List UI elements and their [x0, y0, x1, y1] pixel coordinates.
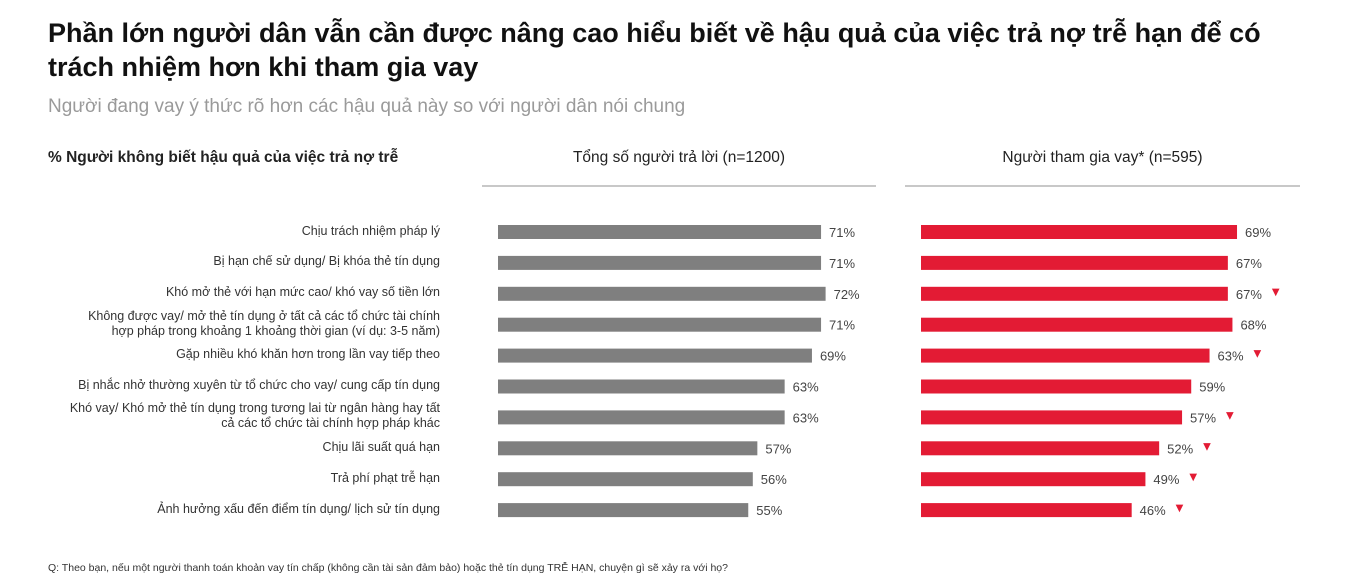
- series1-header-rule: [482, 185, 876, 187]
- series2-value-label: 49%: [1153, 472, 1179, 487]
- series2-column-header: Người tham gia vay* (n=595): [1002, 149, 1203, 166]
- series2-value-label: 68%: [1240, 318, 1266, 333]
- series2-value-label: 67%: [1236, 287, 1262, 302]
- series2-bar: [921, 379, 1192, 394]
- series2-bar: [921, 255, 1228, 270]
- series1-value-label: 55%: [756, 503, 782, 518]
- series2-value-label: 57%: [1190, 410, 1216, 425]
- series2-bar: [921, 503, 1132, 518]
- series1-bar: [498, 286, 826, 301]
- series1-value-label: 69%: [820, 349, 846, 364]
- series1-bar: [498, 255, 822, 270]
- category-label: Khó mở thẻ với hạn mức cao/ khó vay số t…: [0, 285, 440, 300]
- series1-bar: [498, 503, 749, 518]
- series1-bar: [498, 472, 753, 487]
- category-label-line: Trả phí phạt trễ hạn: [330, 470, 440, 485]
- series2-header-rule: [905, 185, 1300, 187]
- category-column-header: % Người không biết hậu quả của việc trả …: [48, 149, 399, 166]
- series2-bar: [921, 410, 1183, 425]
- series1-bar: [498, 348, 812, 363]
- series2-value-label: 69%: [1245, 225, 1271, 240]
- series1-value-label: 63%: [793, 410, 819, 425]
- series2-value-label: 67%: [1236, 256, 1262, 271]
- category-label: Khó vay/ Khó mở thẻ tín dụng trong tương…: [0, 401, 440, 431]
- category-label-line: Chịu lãi suất quá hạn: [322, 439, 440, 454]
- category-label: Ảnh hưởng xấu đến điểm tín dụng/ lịch sử…: [0, 502, 440, 517]
- down-arrow-icon: ▼: [1189, 472, 1197, 483]
- series2-value-label: 52%: [1167, 441, 1193, 456]
- category-label-line: Gặp nhiều khó khăn hơn trong lần vay tiế…: [176, 347, 440, 362]
- series1-value-label: 56%: [761, 472, 787, 487]
- series1-column-header: Tổng số người trả lời (n=1200): [572, 149, 786, 166]
- series1-value-label: 71%: [829, 318, 855, 333]
- series1-value-label: 72%: [834, 287, 860, 302]
- category-label: Gặp nhiều khó khăn hơn trong lần vay tiế…: [0, 347, 440, 362]
- series1-bar: [498, 410, 785, 425]
- category-label: Chịu lãi suất quá hạn: [0, 440, 440, 455]
- down-arrow-icon: ▼: [1176, 503, 1184, 514]
- series2-bar: [921, 472, 1146, 487]
- down-arrow-icon: ▼: [1272, 287, 1280, 298]
- series2-bar: [921, 317, 1233, 332]
- series2-value-label: 59%: [1199, 380, 1225, 395]
- series1-bar: [498, 441, 758, 456]
- series2-value-label: 63%: [1218, 349, 1244, 364]
- category-label-line: Bị nhắc nhở thường xuyên từ tổ chức cho …: [78, 378, 440, 392]
- series1-value-label: 57%: [765, 441, 791, 456]
- down-arrow-icon: ▼: [1226, 410, 1234, 421]
- series2-bar: [921, 441, 1160, 456]
- series1-bar: [498, 317, 822, 332]
- series1-bar: [498, 225, 822, 239]
- page-subtitle: Người đang vay ý thức rõ hơn các hậu quả…: [48, 96, 686, 117]
- down-arrow-icon: ▼: [1254, 349, 1262, 360]
- category-label-line: Khó vay/ Khó mở thẻ tín dụng trong tương…: [69, 401, 440, 416]
- category-label: Không được vay/ mở thẻ tín dụng ở tất cả…: [0, 309, 440, 339]
- category-label: Trả phí phạt trễ hạn: [0, 471, 440, 486]
- footnote: Q: Theo bạn, nếu một người thanh toán kh…: [48, 562, 728, 574]
- category-label: Chịu trách nhiệm pháp lý: [0, 224, 440, 239]
- series1-value-label: 71%: [829, 225, 855, 240]
- category-label-line: Chịu trách nhiệm pháp lý: [301, 223, 440, 238]
- series1-bar: [498, 379, 785, 394]
- category-label-line: hợp pháp trong khoảng 1 khoảng thời gian…: [111, 323, 440, 338]
- down-arrow-icon: ▼: [1203, 441, 1211, 452]
- category-label-line: Bị hạn chế sử dụng/ Bị khóa thẻ tín dụng: [213, 254, 440, 269]
- category-label: Bị hạn chế sử dụng/ Bị khóa thẻ tín dụng: [0, 254, 440, 269]
- series2-bar: [921, 286, 1228, 301]
- category-label-line: Khó mở thẻ với hạn mức cao/ khó vay số t…: [165, 285, 440, 300]
- series1-value-label: 63%: [793, 380, 819, 395]
- category-label-line: Không được vay/ mở thẻ tín dụng ở tất cả…: [88, 308, 440, 323]
- category-label-line: Ảnh hưởng xấu đến điểm tín dụng/ lịch sử…: [157, 501, 440, 516]
- page-title: Phần lớn người dân vẫn cần được nâng cao…: [48, 18, 1261, 82]
- series1-value-label: 71%: [829, 256, 855, 271]
- category-label-line: cả các tổ chức tài chính hợp pháp khác: [221, 416, 440, 431]
- series2-bar: [921, 225, 1238, 239]
- category-label: Bị nhắc nhở thường xuyên từ tổ chức cho …: [0, 378, 440, 393]
- series2-bar: [921, 348, 1210, 363]
- series2-value-label: 46%: [1140, 503, 1166, 518]
